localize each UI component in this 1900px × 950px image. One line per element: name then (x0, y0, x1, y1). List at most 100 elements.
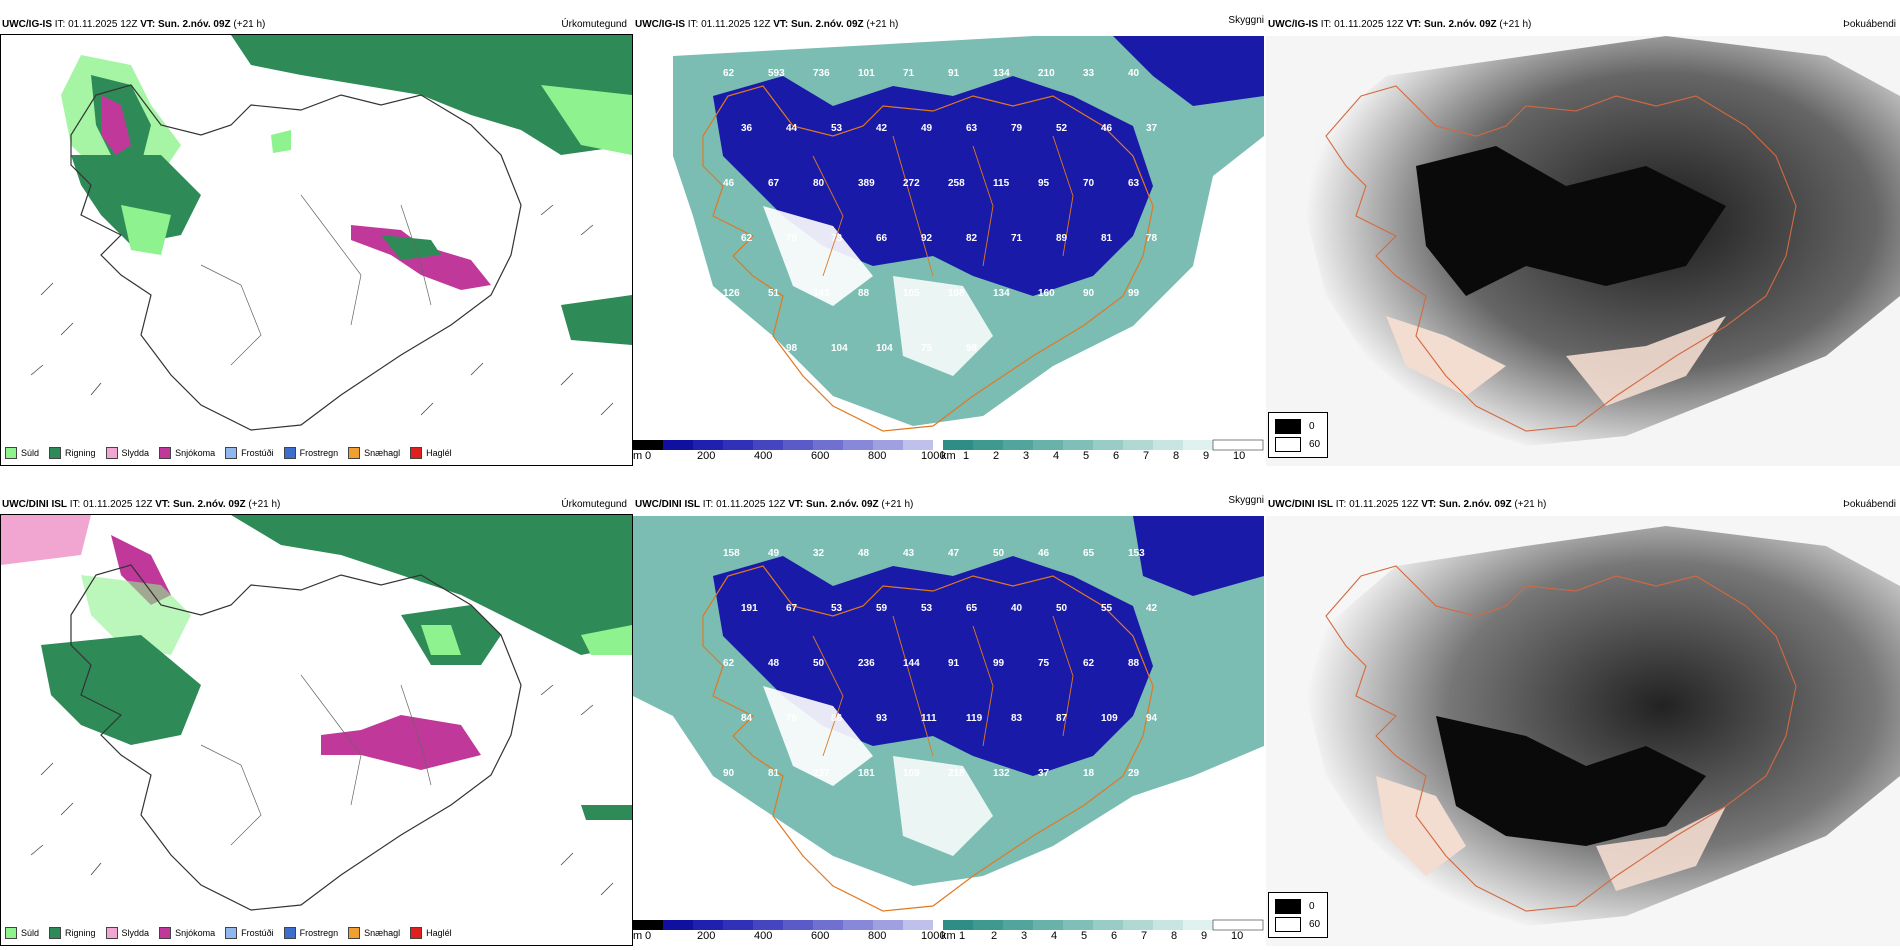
cloud-base-label: 46 (1101, 123, 1113, 134)
legend-item: Rigning (49, 927, 96, 939)
cbar-tick: 4 (1051, 930, 1058, 942)
cloud-base-label: 37 (1146, 123, 1158, 134)
cbar-tick: 5 (1081, 930, 1088, 942)
cloud-base-label: 29 (1128, 768, 1140, 779)
cbar-unit: m (633, 450, 643, 462)
cloud-base-label: 87 (1056, 713, 1068, 724)
cloud-base-label: 91 (948, 68, 960, 79)
cloud-base-label: 218 (948, 768, 965, 779)
cloud-base-label: 88 (1128, 658, 1140, 669)
fog-legend-white: 60 (1309, 918, 1321, 930)
cloud-base-label: 53 (831, 603, 843, 614)
fog-legend-white: 60 (1309, 438, 1321, 450)
panel-type-label: Úrkomutegund (561, 499, 627, 510)
cloud-base-label: 62 (723, 658, 735, 669)
fog-panel-top: UWC/IG-IS IT: 01.11.2025 12Z VT: Sun. 2.… (1266, 14, 1900, 466)
panel-type-label: Skyggni (1228, 15, 1264, 26)
cloud-panel-bottom: UWC/DINI ISL IT: 01.11.2025 12Z VT: Sun.… (633, 494, 1266, 946)
cloud-base-label: 43 (903, 548, 915, 559)
cloud-base-label: 109 (1101, 713, 1118, 724)
cloud-base-label: 95 (1038, 178, 1050, 189)
cloud-base-label: 48 (768, 658, 780, 669)
legend-item: Frostregn (283, 447, 338, 459)
cloud-base-label: 102 (741, 823, 758, 834)
cloud-base-label: 49 (768, 548, 780, 559)
cloud-base-label: 94 (1146, 713, 1158, 724)
cloud-base-label: 44 (786, 123, 798, 134)
cloud-panel-top: UWC/IG-IS IT: 01.11.2025 12Z VT: Sun. 2.… (633, 14, 1266, 466)
cbar-tick: 7 (1141, 930, 1148, 942)
legend-item: Haglél (410, 927, 452, 939)
cloud-base-label: 47 (948, 548, 960, 559)
cloud-base-label: 105 (903, 288, 920, 299)
cbar-tick: 8 (1173, 450, 1180, 462)
panel-type-label: Skyggni (1228, 495, 1264, 506)
cloud-base-label: 33 (1083, 68, 1095, 79)
cloud-base-label: 109 (903, 768, 920, 779)
cbar-tick: 2 (993, 450, 1000, 462)
cloud-base-label: 86 (831, 713, 843, 724)
panel-type-label: Úrkomutegund (561, 19, 627, 30)
legend-item: Súld (5, 447, 39, 459)
cloud-base-label: 593 (768, 68, 785, 79)
cloud-base-label: 59 (876, 603, 888, 614)
cbar-tick: 600 (811, 930, 830, 942)
cloud-base-label: 50 (993, 548, 1005, 559)
cloud-base-label: 46 (723, 178, 735, 189)
legend-item: Snjókoma (159, 447, 215, 459)
cloud-base-label: 50 (813, 658, 825, 669)
cbar-tick: 0 (645, 450, 652, 462)
cbar-tick: 9 (1203, 450, 1210, 462)
cbar-tick: 5 (1083, 450, 1090, 462)
cloud-base-label: 119 (966, 713, 983, 724)
panel-title: UWC/IG-IS IT: 01.11.2025 12Z VT: Sun. 2.… (635, 19, 899, 30)
cloud-map-bottom: 158 49 32 48 43 47 50 46 65 153 191 67 53 59 53 65 40 50 5… (633, 516, 1264, 916)
cloud-base-label: 389 (858, 178, 875, 189)
cloud-base-label: 67 (768, 178, 780, 189)
cbar-tick: 4 (1053, 450, 1060, 462)
cloud-base-label: 40 (1128, 68, 1140, 79)
precip-panel-top: UWC/IG-IS IT: 01.11.2025 12Z VT: Sun. 2.… (0, 14, 633, 466)
cloud-base-label: 272 (903, 178, 920, 189)
cbar-tick: 7 (1143, 450, 1150, 462)
cloud-base-label: 236 (858, 658, 875, 669)
cloud-colorbar-bottom: m 0 200 400 600 800 1000 km 1 2 3 4 5 6 … (633, 918, 1264, 946)
cbar-tick: 1000 (921, 930, 946, 942)
panel-title: UWC/DINI ISL IT: 01.11.2025 12Z VT: Sun.… (635, 499, 914, 510)
cloud-base-label: 126 (723, 288, 740, 299)
cbar-unit: km (941, 930, 956, 942)
legend-item: Frostúði (225, 927, 274, 939)
fog-legend-black: 0 (1309, 420, 1315, 432)
legend-item: Frostúði (225, 447, 274, 459)
cloud-base-label: 62 (1083, 658, 1095, 669)
precip-map-bottom: Súld Rigning Slydda Snjókoma Frostúði Fr… (0, 514, 633, 946)
legend-item: Súld (5, 927, 39, 939)
cloud-base-label: 53 (831, 123, 843, 134)
cloud-base-label: 101 (858, 68, 875, 79)
cbar-tick: 3 (1021, 930, 1028, 942)
cloud-base-label: 65 (1083, 548, 1095, 559)
cloud-base-label: 134 (993, 288, 1010, 299)
panel-title: UWC/IG-IS IT: 01.11.2025 12Z VT: Sun. 2.… (2, 19, 266, 30)
panel-title: UWC/DINI ISL IT: 01.11.2025 12Z VT: Sun.… (1268, 499, 1547, 510)
cloud-base-label: 104 (876, 343, 893, 354)
cloud-base-label: 237 (813, 768, 830, 779)
cloud-base-label: 210 (1038, 68, 1055, 79)
cbar-tick: 600 (811, 450, 830, 462)
cbar-tick: 2 (991, 930, 998, 942)
cloud-base-label: 79 (1011, 123, 1023, 134)
cbar-unit: m (633, 930, 643, 942)
cloud-base-label: 144 (903, 658, 920, 669)
legend-item: Slydda (105, 927, 149, 939)
cloud-base-label: 88 (858, 288, 870, 299)
cloud-base-label: 42 (876, 123, 888, 134)
fog-map-bottom (1266, 516, 1900, 946)
cloud-base-label: 89 (1056, 233, 1068, 244)
cloud-base-label: 81 (768, 768, 780, 779)
cbar-tick: 10 (1233, 450, 1246, 462)
precip-legend-top: Súld Rigning Slydda Snjókoma Frostúði Fr… (5, 447, 452, 459)
panel-type-label: Þokuábendi (1843, 19, 1896, 30)
legend-item: Haglél (410, 447, 452, 459)
cloud-base-label: 78 (1146, 233, 1158, 244)
cloud-base-label: 46 (1038, 548, 1050, 559)
